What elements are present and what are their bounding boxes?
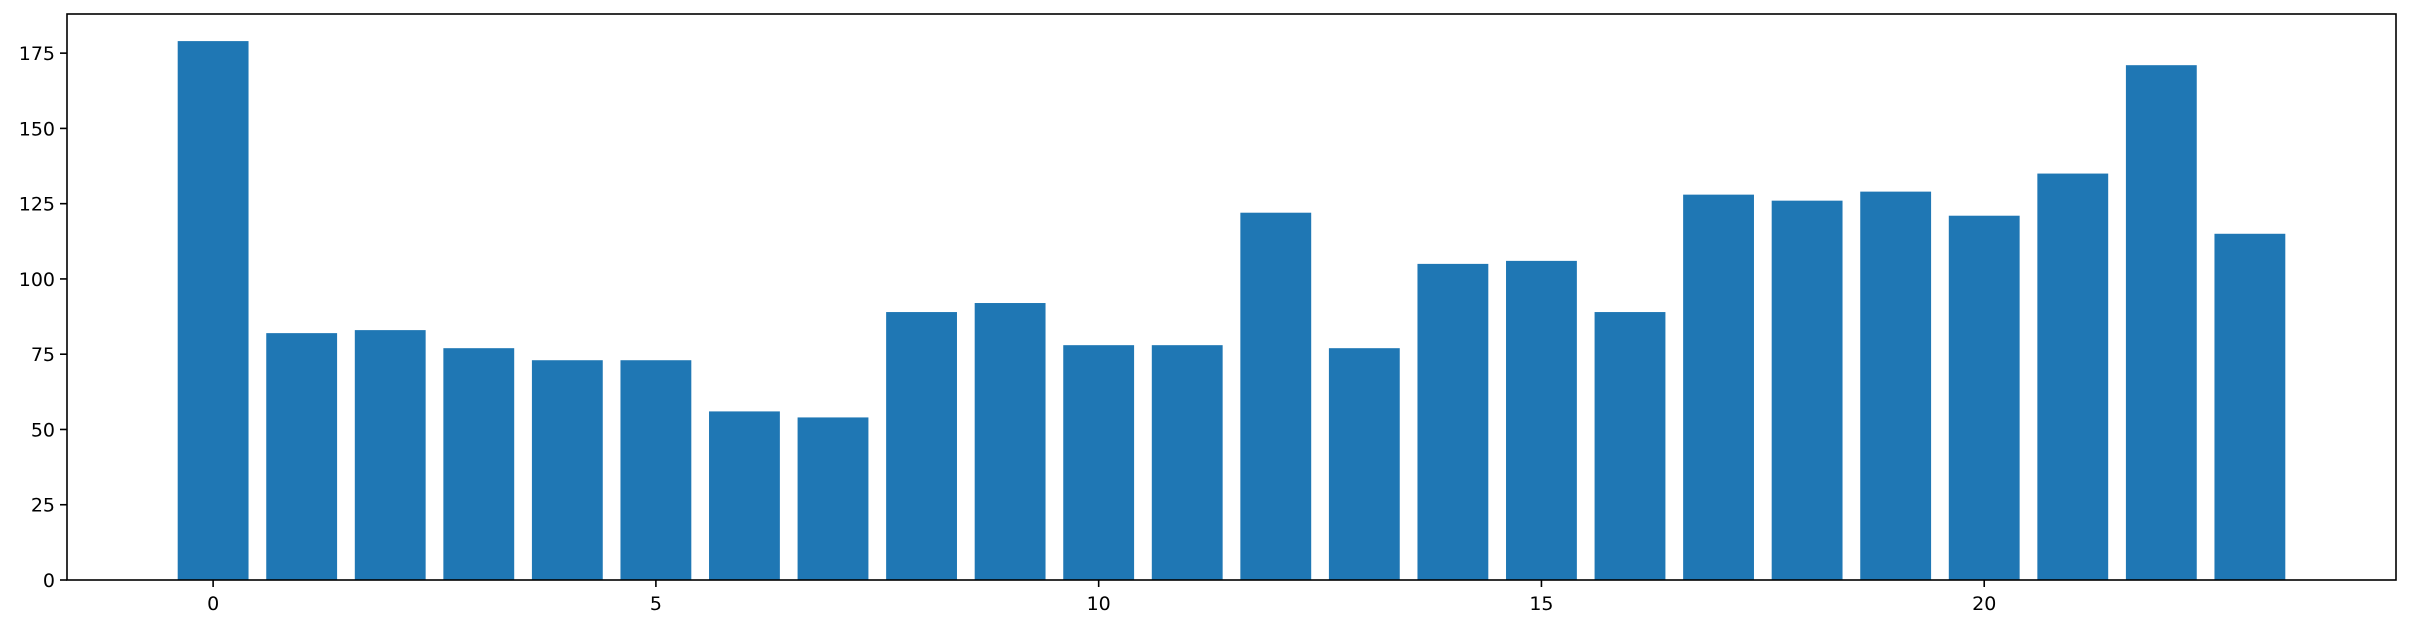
bar-12	[1240, 212, 1312, 580]
bar-3	[443, 348, 515, 580]
bar-13	[1328, 348, 1400, 580]
y-tick-label: 125	[19, 194, 55, 216]
bar-10	[1063, 345, 1135, 580]
bars-group	[177, 41, 2286, 581]
bar-0	[177, 41, 249, 580]
y-tick-label: 150	[19, 118, 55, 140]
y-tick-label: 75	[31, 344, 55, 366]
y-axis-ticks: 0 25 50 75 100 125 150 175	[19, 43, 67, 592]
bar-17	[1683, 194, 1754, 580]
plot-frame	[66, 13, 2397, 581]
x-tick-label: 10	[1087, 593, 1111, 615]
bar-19	[1860, 191, 1932, 580]
x-tick-label: 0	[207, 593, 219, 615]
y-tick-label: 50	[31, 419, 55, 441]
x-tick-label: 15	[1529, 593, 1553, 615]
y-tick-label: 100	[19, 269, 55, 291]
bar-5	[620, 360, 692, 580]
bar-22	[2125, 65, 2197, 581]
bar-8	[886, 312, 957, 580]
x-tick-label: 5	[650, 593, 662, 615]
x-tick-label: 20	[1972, 593, 1996, 615]
bar-7	[797, 417, 869, 580]
bar-16	[1594, 312, 1666, 580]
bar-6	[709, 411, 780, 580]
y-tick-label: 0	[43, 570, 55, 592]
bar-9	[974, 303, 1046, 580]
bar-23	[2214, 233, 2286, 580]
bar-15	[1506, 260, 1577, 580]
bar-14	[1417, 263, 1489, 580]
y-tick-label: 175	[19, 43, 55, 65]
bar-11	[1151, 345, 1223, 580]
bar-20	[1948, 215, 2020, 580]
bar-18	[1771, 200, 1843, 580]
bar-4	[531, 360, 603, 580]
bar-2	[354, 330, 426, 580]
bar-1	[266, 333, 338, 580]
y-tick-label: 25	[31, 495, 55, 517]
bar-21	[2037, 173, 2109, 580]
x-axis-ticks: 0 5 10 15 20	[207, 580, 1996, 615]
